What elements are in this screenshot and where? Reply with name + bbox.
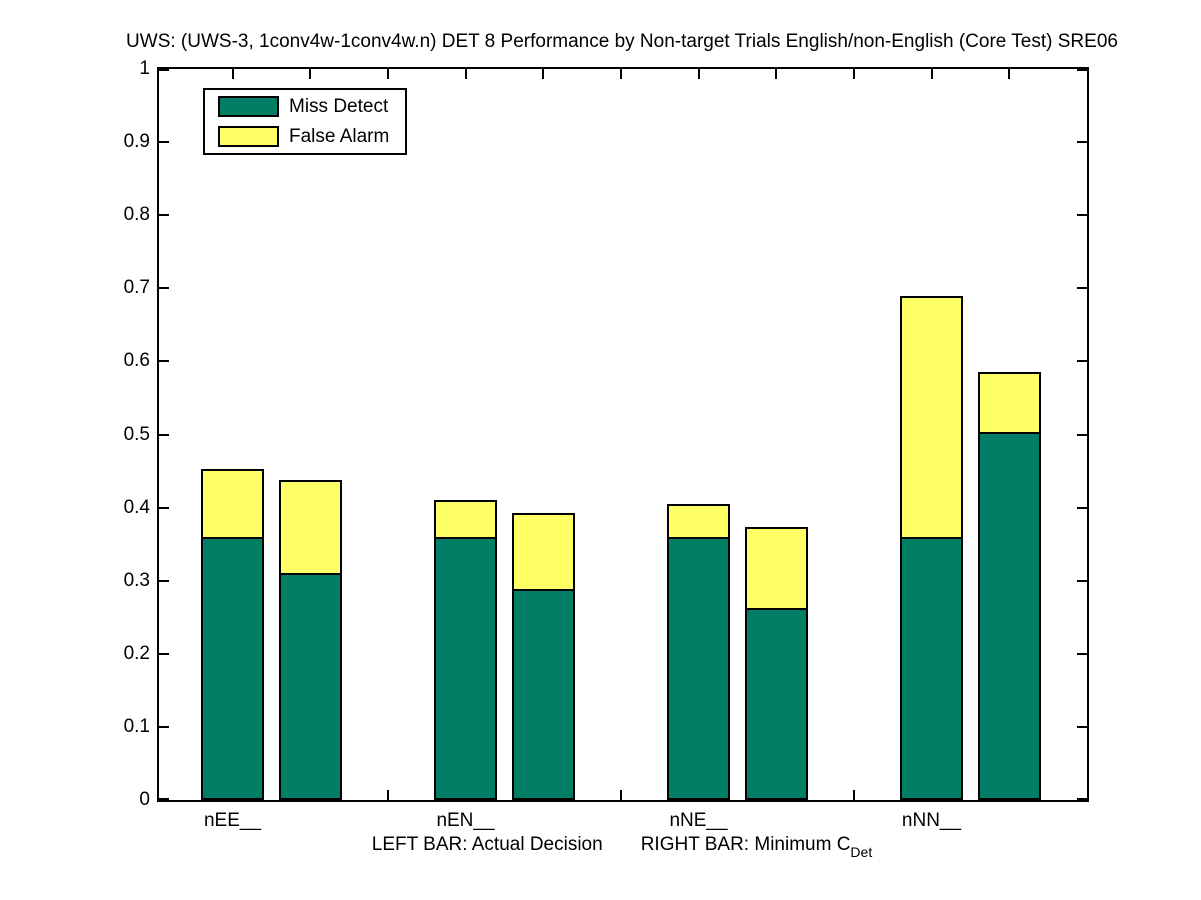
y-tick-label: 0.9 xyxy=(123,131,150,153)
y-tick-mark-left xyxy=(159,287,169,290)
y-tick-mark-right xyxy=(1077,287,1087,290)
x-tick-mark-top xyxy=(619,69,622,79)
x-tick-mark-top xyxy=(930,69,933,79)
y-tick-mark-right xyxy=(1077,725,1087,728)
y-tick-label: 0.8 xyxy=(123,204,150,226)
x-tick-mark-top xyxy=(1008,69,1011,79)
legend-item-miss-detect: Miss Detect xyxy=(205,92,405,122)
y-tick-mark-right xyxy=(1077,506,1087,509)
y-tick-mark-right xyxy=(1077,652,1087,655)
x-tick-label: nNE__ xyxy=(669,810,728,831)
legend-label-miss-detect: Miss Detect xyxy=(289,95,389,117)
bar-nEN-right-false-alarm xyxy=(511,512,575,591)
chart-title: UWS: (UWS-3, 1conv4w-1conv4w.n) DET 8 Pe… xyxy=(126,31,1118,52)
bar-nNE-left-false-alarm xyxy=(667,503,730,539)
y-tick-mark-right xyxy=(1077,360,1087,363)
y-tick-mark-left xyxy=(159,214,169,217)
x-tick-mark-top xyxy=(386,69,389,79)
bar-nEE-left-miss-detect xyxy=(201,536,264,800)
y-tick-mark-right xyxy=(1077,798,1087,800)
bar-nEE-left-false-alarm xyxy=(201,468,264,539)
y-tick-mark-right xyxy=(1077,579,1087,582)
y-tick-mark-right xyxy=(1077,69,1087,71)
y-tick-mark-left xyxy=(159,725,169,728)
bar-nNN-right-miss-detect xyxy=(977,431,1041,800)
x-tick-mark-top xyxy=(697,69,700,79)
bar-nEE-right-miss-detect xyxy=(278,573,342,800)
y-tick-label: 0.5 xyxy=(123,423,150,445)
y-tick-mark-left xyxy=(159,506,169,509)
y-tick-mark-left xyxy=(159,798,169,800)
bar-nNE-right-false-alarm xyxy=(744,527,808,611)
x-tick-mark-top xyxy=(231,69,234,79)
bar-nEE-right-false-alarm xyxy=(278,479,342,576)
x-tick-mark-top xyxy=(309,69,312,79)
legend-item-false-alarm: False Alarm xyxy=(205,122,405,152)
x-axis-title-subscript: Det xyxy=(850,844,873,860)
y-tick-mark-left xyxy=(159,433,169,436)
legend-swatch-false-alarm xyxy=(218,126,279,147)
y-tick-mark-left xyxy=(159,69,169,71)
y-tick-label: 0.3 xyxy=(123,569,150,591)
y-tick-label: 0.6 xyxy=(123,350,150,372)
y-tick-label: 0.2 xyxy=(123,642,150,664)
y-tick-mark-right xyxy=(1077,214,1087,217)
bar-nNN-right-false-alarm xyxy=(977,372,1041,434)
x-tick-mark-top xyxy=(464,69,467,79)
y-tick-mark-left xyxy=(159,141,169,144)
y-tick-mark-right xyxy=(1077,141,1087,144)
y-tick-label: 0.7 xyxy=(123,277,150,299)
bar-nNE-left-miss-detect xyxy=(667,536,730,800)
x-tick-mark-bottom xyxy=(852,790,855,800)
bar-nEN-right-miss-detect xyxy=(511,588,575,800)
x-tick-label: nNN__ xyxy=(901,810,962,831)
x-axis-title-left: LEFT BAR: Actual Decision xyxy=(371,834,603,855)
x-tick-mark-top xyxy=(852,69,855,79)
x-tick-mark-bottom xyxy=(386,790,389,800)
y-tick-mark-right xyxy=(1077,433,1087,436)
bar-nNN-left-false-alarm xyxy=(900,295,963,539)
x-tick-label: nEE__ xyxy=(203,810,262,831)
x-tick-mark-top xyxy=(775,69,778,79)
bar-nNN-left-miss-detect xyxy=(900,536,963,800)
legend-swatch-miss-detect xyxy=(218,96,279,117)
y-tick-mark-left xyxy=(159,579,169,582)
x-axis-title: LEFT BAR: Actual Decision RIGHT BAR: Mini… xyxy=(371,834,872,860)
bar-nEN-left-miss-detect xyxy=(434,536,497,800)
plot-area xyxy=(157,67,1089,802)
bar-nEN-left-false-alarm xyxy=(434,500,497,539)
x-tick-mark-bottom xyxy=(619,790,622,800)
y-tick-label: 0.4 xyxy=(123,496,150,518)
y-tick-mark-left xyxy=(159,652,169,655)
x-tick-label: nEN__ xyxy=(436,810,495,831)
y-tick-label: 0.1 xyxy=(123,715,150,737)
legend-label-false-alarm: False Alarm xyxy=(289,125,390,147)
x-axis-title-right: RIGHT BAR: Minimum C xyxy=(640,834,851,855)
y-tick-label: 0 xyxy=(139,789,150,810)
x-tick-mark-top xyxy=(542,69,545,79)
y-tick-label: 1 xyxy=(139,58,150,79)
legend: Miss Detect False Alarm xyxy=(203,88,407,155)
y-tick-mark-left xyxy=(159,360,169,363)
bar-nNE-right-miss-detect xyxy=(744,608,808,800)
